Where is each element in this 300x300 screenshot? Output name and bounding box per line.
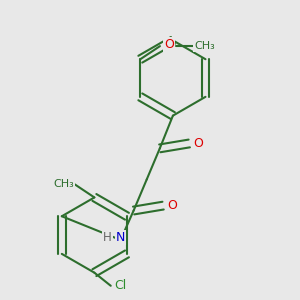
- Text: O: O: [167, 199, 177, 212]
- Text: H: H: [103, 231, 112, 244]
- Text: N: N: [116, 231, 125, 244]
- Text: CH₃: CH₃: [194, 41, 215, 51]
- Text: Cl: Cl: [114, 279, 127, 292]
- Text: O: O: [164, 38, 174, 51]
- Text: CH₃: CH₃: [53, 179, 74, 189]
- Text: O: O: [194, 137, 203, 150]
